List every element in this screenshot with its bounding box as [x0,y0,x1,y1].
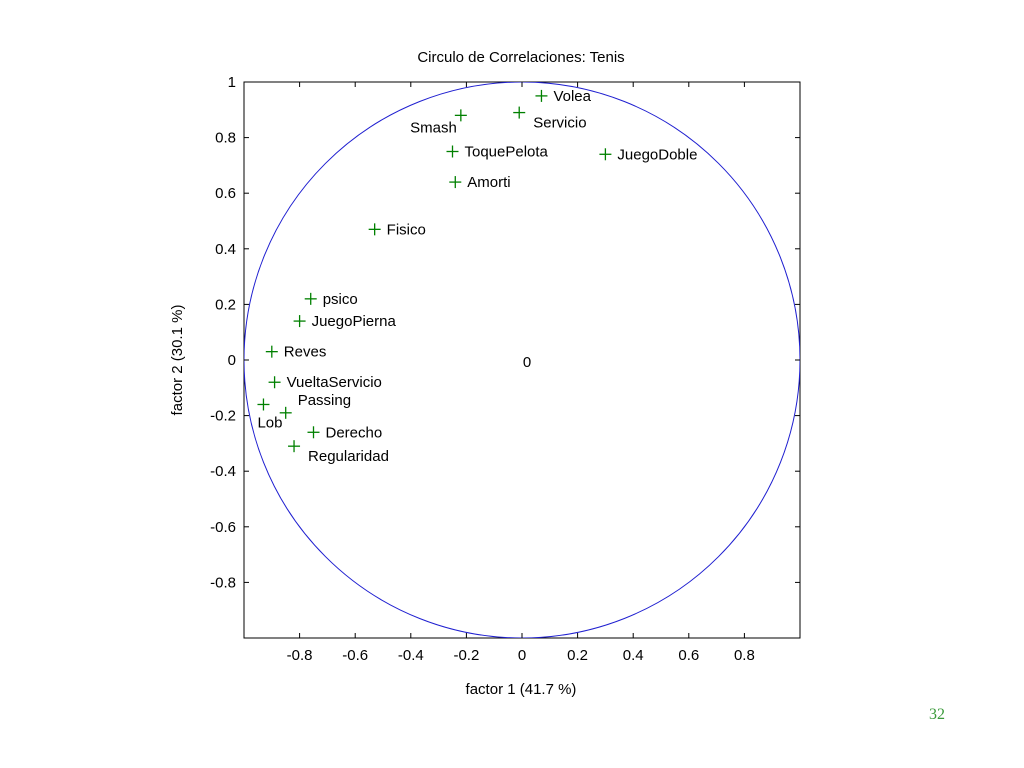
point-label: VueltaServicio [287,374,382,391]
data-point: VueltaServicio [268,374,382,391]
y-axis-label: factor 2 (30.1 %) [169,305,186,416]
y-tick-label: -0.2 [210,408,236,425]
point-label: Smash [410,119,457,136]
x-tick-label: 0.8 [734,647,755,664]
point-label: Lob [257,414,282,431]
data-point: JuegoDoble [599,146,697,163]
x-tick-label: -0.4 [398,647,424,664]
point-label: Derecho [326,424,383,441]
data-point: Derecho [307,424,383,441]
data-point: Lob [257,398,282,431]
x-tick-label: 0.6 [678,647,699,664]
y-tick-label: -0.8 [210,574,236,591]
data-point: Servicio [513,106,587,132]
x-axis: -0.8 -0.6 -0.4 -0.2 0 0.2 0.4 0.6 0.8 [287,82,755,664]
x-tick-label: -0.2 [453,647,479,664]
y-tick-label: 0.8 [215,130,236,147]
y-tick-label: 0.4 [215,241,236,258]
data-point: psico [304,291,358,308]
x-tick-label: -0.8 [287,647,313,664]
point-label: Regularidad [308,448,389,465]
x-tick-label: -0.6 [342,647,368,664]
y-tick-label: 1 [228,74,236,91]
point-label: Servicio [533,115,586,132]
data-point: ToquePelota [446,144,549,161]
x-tick-label: 0 [518,647,526,664]
chart-title: Circulo de Correlaciones: Tenis [417,49,624,66]
data-point: JuegoPierna [293,313,397,330]
y-tick-label: 0.2 [215,296,236,313]
point-label: JuegoPierna [312,313,397,330]
data-point: Reves [265,344,327,361]
data-point: Amorti [449,174,511,191]
point-label: ToquePelota [465,144,549,161]
point-label: Volea [553,88,591,105]
data-point: Regularidad [288,440,389,465]
point-label: Passing [298,392,351,409]
data-points: Volea Servicio Smash ToquePelota JuegoDoble A… [257,88,697,465]
y-tick-label: 0 [228,352,236,369]
point-label: JuegoDoble [617,146,697,163]
point-label: Reves [284,344,327,361]
x-axis-label: factor 1 (41.7 %) [466,681,577,698]
x-tick-label: 0.2 [567,647,588,664]
y-tick-label: -0.4 [210,463,236,480]
slide-number: 32 [929,706,945,723]
y-tick-label: 0.6 [215,185,236,202]
point-label: psico [323,291,358,308]
point-label: Amorti [467,174,510,191]
data-point: Smash [410,109,467,136]
y-axis: 1 0.8 0.6 0.4 0.2 0 -0.2 -0.4 -0.6 -0.8 [210,74,800,591]
y-tick-label: -0.6 [210,519,236,536]
data-point: Fisico [368,221,426,238]
data-point: Passing [279,392,351,419]
point-label: Fisico [387,221,426,238]
origin-label: 0 [523,354,531,371]
data-point: Volea [535,88,592,105]
x-tick-label: 0.4 [623,647,644,664]
